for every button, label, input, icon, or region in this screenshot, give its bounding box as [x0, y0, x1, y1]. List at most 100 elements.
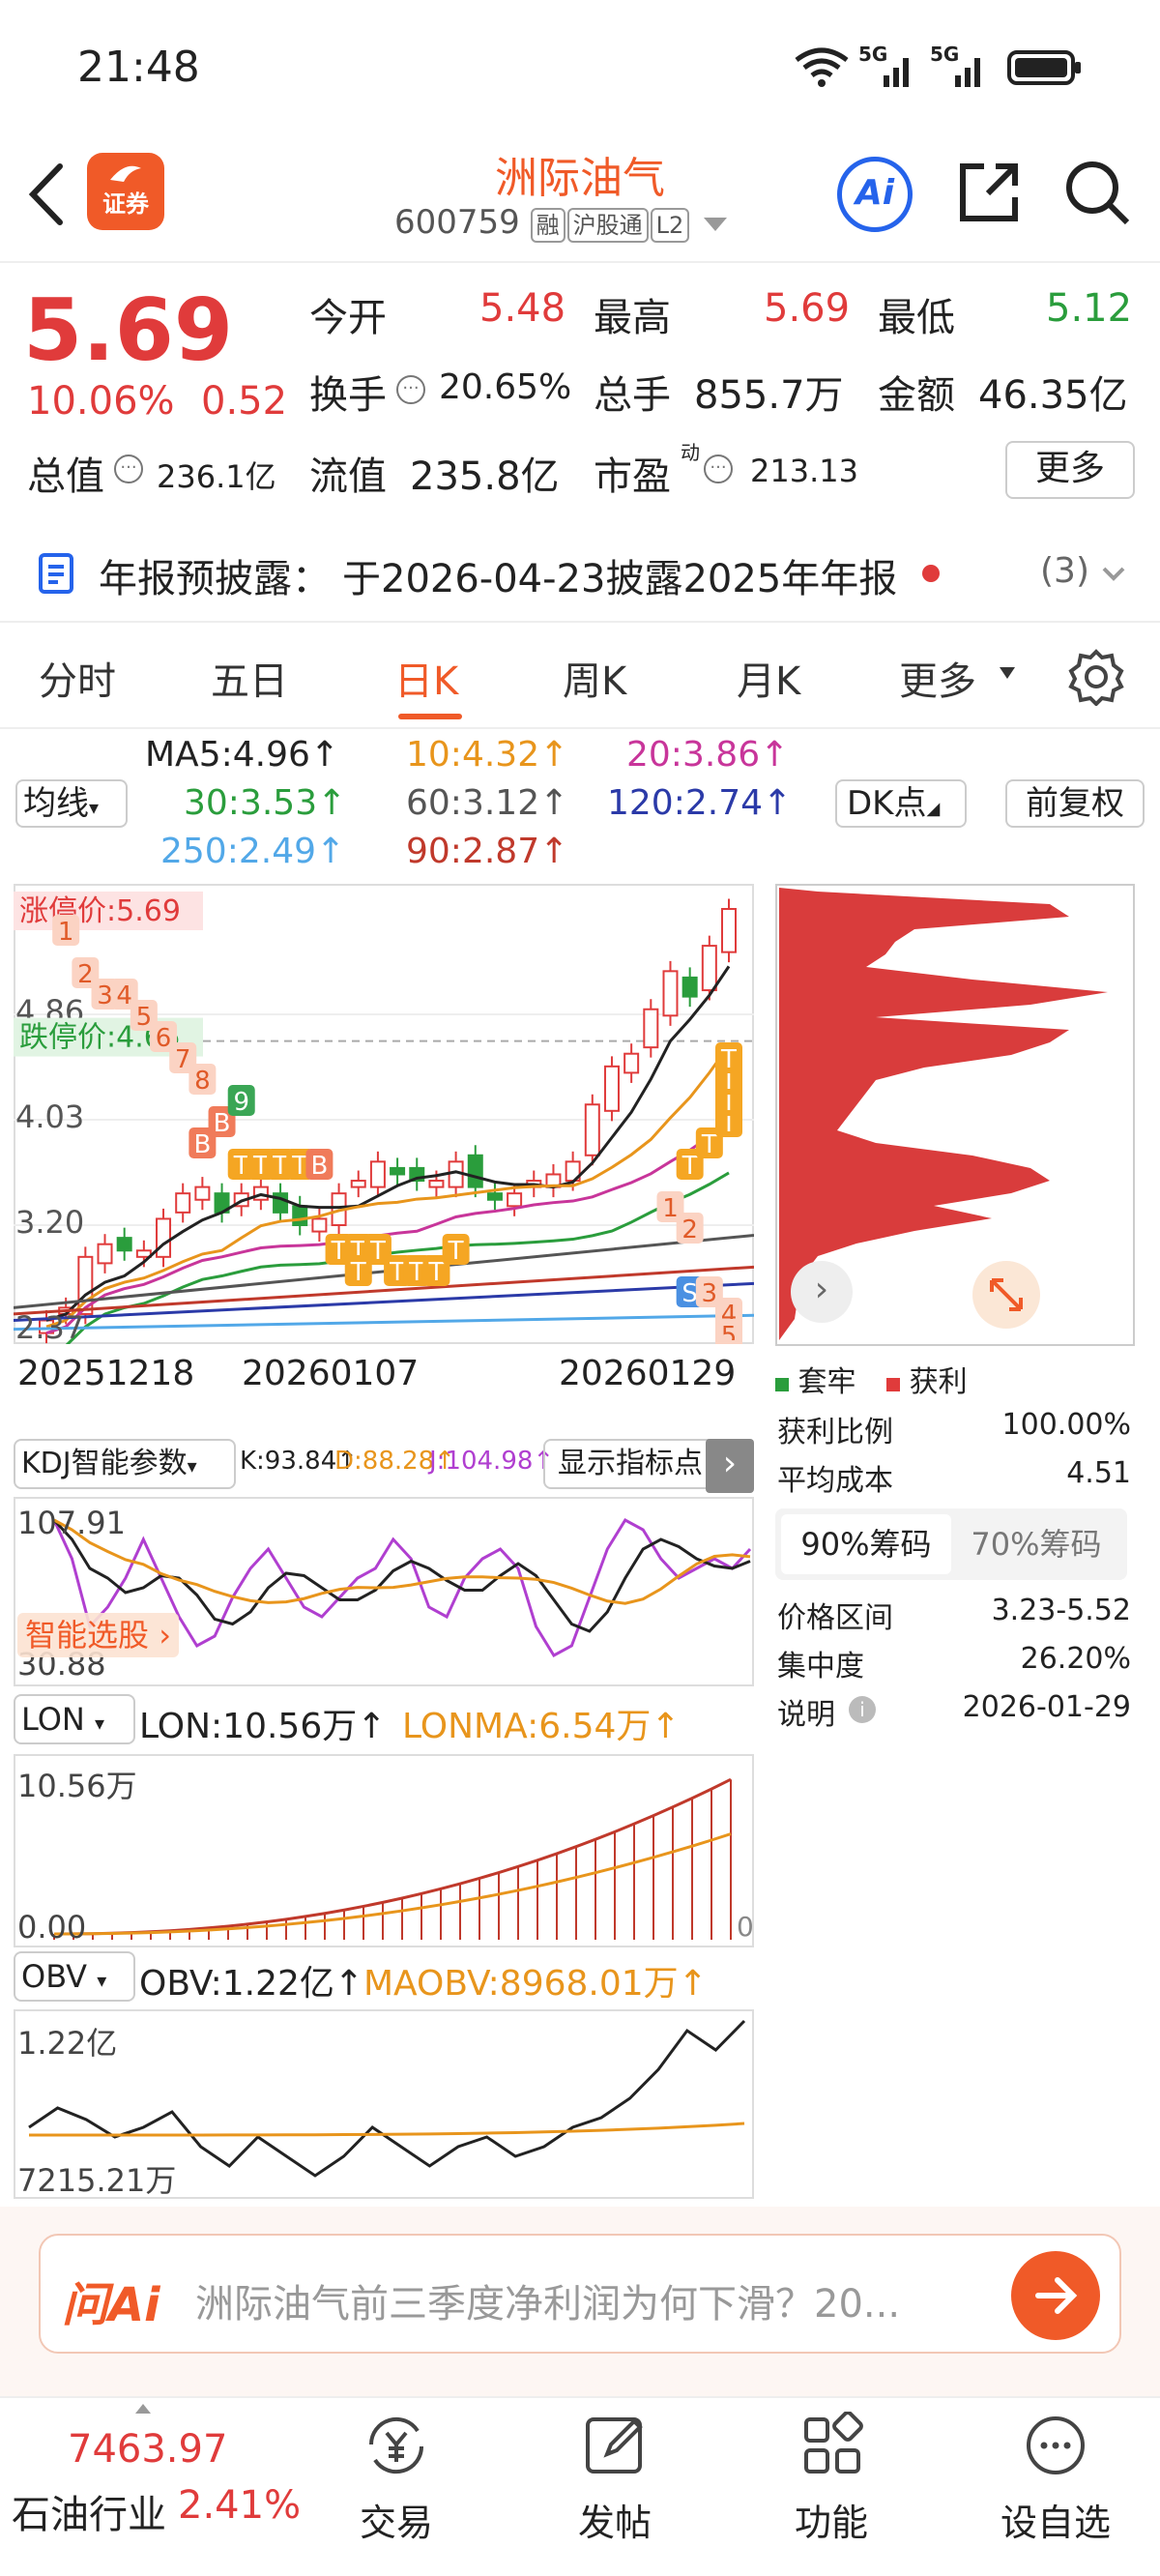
chip-fullscreen-button[interactable]: [972, 1261, 1040, 1329]
caret-icon: ▾: [187, 1454, 197, 1478]
info-icon-2[interactable]: ···: [114, 454, 143, 483]
tab-weekly-k[interactable]: 周K: [563, 659, 627, 704]
lon-y-bottom: 0.00: [17, 1909, 87, 1946]
candle-body: [507, 1192, 523, 1208]
signal-marker: T: [331, 1237, 347, 1266]
ma90: 90:2.87↑: [406, 832, 569, 871]
candle-body: [682, 976, 698, 998]
nav-add-watchlist[interactable]: 设自选: [988, 2412, 1123, 2566]
tab-monthly-k[interactable]: 月K: [737, 659, 801, 704]
signal-marker-bg: [344, 1255, 372, 1286]
signal-marker: T: [682, 1152, 698, 1181]
signal-marker-bg: [188, 1064, 217, 1095]
obv-y-top: 1.22亿: [17, 2025, 118, 2062]
obv-chart[interactable]: 1.22亿 7215.21万: [14, 2009, 754, 2199]
index-widget[interactable]: 7463.97 石油行业 2.41%: [0, 2398, 309, 2576]
dk-button[interactable]: DK点◢: [835, 779, 967, 828]
signal-marker: S: [682, 1279, 698, 1308]
signal-marker: T: [720, 1067, 737, 1096]
signal-marker: B: [193, 1130, 211, 1159]
info-icon-3[interactable]: ···: [704, 454, 733, 483]
info-icon[interactable]: ···: [396, 375, 425, 404]
candle-body: [643, 1008, 659, 1049]
search-icon[interactable]: [1063, 159, 1131, 226]
kline-x-axis: 20251218 20260107 20260129: [0, 1354, 754, 1402]
logo-icon: [110, 165, 141, 182]
float-value: 235.8亿: [410, 454, 560, 499]
signal-marker: 8: [194, 1067, 211, 1096]
float-label: 流值: [309, 454, 387, 499]
tab-chip-90[interactable]: 90%筹码: [781, 1514, 951, 1574]
candle-body: [350, 1180, 366, 1188]
ma60: 60:3.12↑: [406, 783, 569, 823]
adjust-button[interactable]: 前复权: [1005, 779, 1145, 828]
app-badge[interactable]: 证券: [87, 153, 164, 230]
tab-intraday[interactable]: 分时: [39, 659, 116, 704]
nav-functions[interactable]: 功能: [773, 2411, 889, 2566]
kdj-selector[interactable]: KDJ智能参数▾: [14, 1439, 236, 1489]
obv-selector[interactable]: OBV ▾: [14, 1951, 135, 2002]
legend-profit-swatch: [886, 1378, 901, 1391]
high-label: 最高: [594, 296, 671, 340]
kdj-next-button[interactable]: ›: [706, 1439, 754, 1493]
ma10: 10:4.32↑: [406, 735, 569, 775]
signal-marker-bg: [422, 1255, 450, 1286]
show-points-button[interactable]: 显示指标点: [543, 1439, 717, 1489]
candle-body: [584, 1103, 600, 1156]
ask-ai-area: 问Ai 洲际油气前三季度净利润为何下滑？20...: [0, 2207, 1160, 2400]
tab-5day[interactable]: 五日: [211, 659, 288, 704]
back-icon[interactable]: [25, 161, 68, 228]
nav-trade[interactable]: 交易: [338, 2412, 454, 2566]
signal-marker: T: [291, 1152, 307, 1181]
kline-frame: [14, 884, 754, 1344]
ask-ai-placeholder: 洲际油气前三季度净利润为何下滑？20...: [195, 2282, 901, 2327]
tab-more[interactable]: 更多: [899, 659, 976, 704]
ma30: 30:3.53↑: [184, 783, 347, 823]
signal-marker-bg: [695, 1127, 723, 1158]
lon-chart[interactable]: 10.56万 0.00 0: [14, 1754, 754, 1947]
smart-pick-button[interactable]: 智能选股 ›: [17, 1613, 179, 1657]
limit-up-label: 涨停价:5.69: [19, 894, 181, 928]
more-button[interactable]: 更多: [1005, 441, 1135, 499]
kline-chart[interactable]: 4.86 4.03 3.20 2.37 涨停价:5.69 跌停价:4.65 1 2 3 4 5 6 7 8…: [13, 884, 755, 1393]
volume-value: 855.7万: [694, 373, 844, 418]
info-circle-icon[interactable]: i: [849, 1696, 876, 1723]
chip-expand-left-button[interactable]: ›: [791, 1261, 853, 1323]
ma-selector[interactable]: 均线▾: [15, 779, 128, 828]
ask-ai-send-button[interactable]: [1011, 2251, 1100, 2340]
notice-bar[interactable]: 年报预披露： 于2026-04-23披露2025年年报 (3): [0, 532, 1160, 613]
tab-daily-k[interactable]: 日K: [394, 659, 459, 704]
kdj-chart[interactable]: 107.91 30.88 智能选股 ›: [14, 1497, 754, 1686]
tab-chip-70[interactable]: 70%筹码: [971, 1526, 1102, 1563]
status-icons: 5G 5G: [793, 43, 1102, 91]
dropdown-icon[interactable]: [704, 217, 728, 231]
signal-marker: T: [427, 1258, 444, 1287]
kdj-j-line: [52, 1518, 752, 1657]
high-value: 5.69: [764, 286, 851, 331]
obv-value: OBV:1.22亿↑: [139, 1964, 364, 2004]
ask-ai-input[interactable]: 问Ai 洲际油气前三季度净利润为何下滑？20...: [39, 2234, 1121, 2354]
ma120: 120:2.74↑: [607, 783, 793, 823]
open-value: 5.48: [479, 286, 566, 331]
signal-marker-bg: [676, 1213, 704, 1244]
signal-marker-bg: [188, 1127, 217, 1158]
legend-trapped-swatch: [775, 1378, 789, 1391]
kdj-k: K:93.84↑: [240, 1447, 359, 1476]
signal-marker: 3: [97, 981, 113, 1010]
candle-body: [603, 1065, 620, 1112]
signal-marker: 4: [116, 981, 132, 1010]
ai-button[interactable]: Ai: [837, 157, 913, 232]
ma60-line: [13, 1234, 755, 1309]
share-icon[interactable]: [955, 159, 1023, 226]
kdj-y-top: 107.91: [17, 1505, 126, 1541]
lon-selector[interactable]: LON ▾: [14, 1694, 135, 1744]
signal-marker: T: [369, 1237, 386, 1266]
tab-more-caret-icon: [1000, 667, 1015, 679]
period-tabs: 分时 五日 日K 周K 月K 更多: [0, 621, 1160, 729]
x-tick-1: 20251218: [17, 1354, 195, 1393]
signal-marker: T: [389, 1258, 405, 1287]
concentration-label: 集中度: [777, 1650, 864, 1683]
settings-gear-icon[interactable]: [1067, 648, 1125, 706]
notice-dot: [922, 565, 940, 582]
nav-post[interactable]: 发帖: [557, 2412, 673, 2566]
